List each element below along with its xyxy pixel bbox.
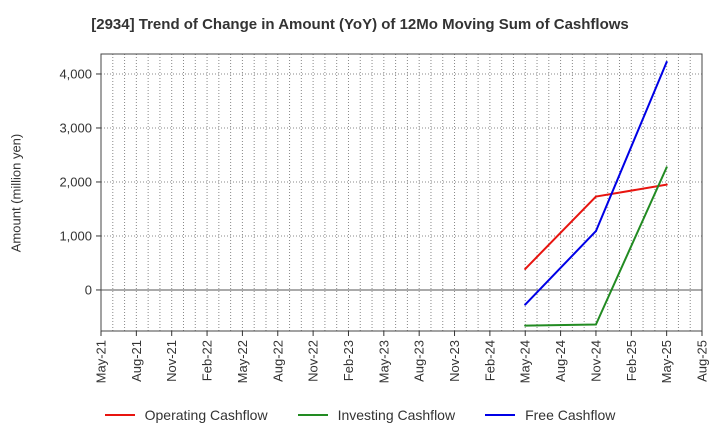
data-point (665, 183, 668, 186)
x-tick-label: May-21 (94, 340, 109, 383)
y-tick-label: 4,000 (59, 66, 92, 81)
y-tick-label: 3,000 (59, 120, 92, 135)
y-tick-label: 0 (85, 282, 92, 297)
legend-swatch (297, 414, 328, 416)
x-tick-label: Feb-23 (341, 340, 356, 381)
legend-item: Operating Cashflow (104, 407, 268, 423)
data-point (524, 267, 527, 270)
legend-item: Investing Cashflow (297, 407, 456, 423)
x-tick-label: May-24 (518, 340, 533, 383)
x-tick-label: Nov-23 (447, 340, 462, 382)
data-point (594, 323, 597, 326)
x-tick-label: May-25 (659, 340, 674, 383)
x-tick-label: May-22 (235, 340, 250, 383)
plot-frame (100, 53, 703, 332)
x-tick-label: Feb-24 (482, 340, 497, 381)
legend-swatch (104, 414, 135, 416)
plot-background (101, 54, 702, 331)
x-tick-label: May-23 (376, 340, 391, 383)
data-point (665, 166, 668, 169)
x-tick-label: Nov-21 (164, 340, 179, 382)
x-tick-label: Aug-25 (695, 340, 710, 382)
legend-label: Operating Cashflow (144, 407, 268, 423)
grid-layer (101, 54, 702, 331)
y-tick-label: 1,000 (59, 228, 92, 243)
data-point (524, 303, 527, 306)
x-tick-label: Aug-21 (129, 340, 144, 382)
legend-swatch (485, 414, 516, 416)
tick-label-layer: 0 1,000 2,000 3,000 4,000 May-21 Aug-21 Nov-21 F… (59, 66, 709, 383)
legend: Operating Cashflow Investing Cashflow Free… (0, 405, 720, 425)
data-point (524, 324, 527, 327)
legend-label: Free Cashflow (525, 407, 616, 423)
x-tick-label: Aug-24 (553, 340, 568, 382)
data-point (665, 61, 668, 64)
x-tick-label: Nov-22 (306, 340, 321, 382)
data-point (594, 230, 597, 233)
x-tick-label: Feb-22 (200, 340, 215, 381)
x-tick-label: Feb-25 (624, 340, 639, 381)
legend-item: Free Cashflow (485, 407, 615, 423)
legend-label: Investing Cashflow (337, 407, 456, 423)
series-layer (524, 61, 668, 327)
y-tick-label: 2,000 (59, 174, 92, 189)
axis-layer (96, 53, 703, 336)
data-point (594, 195, 597, 198)
x-tick-label: Nov-24 (588, 340, 603, 382)
x-tick-label: Aug-22 (270, 340, 285, 382)
x-tick-label: Aug-23 (412, 340, 427, 382)
chart-title: [2934] Trend of Change in Amount (YoY) o… (91, 16, 629, 33)
